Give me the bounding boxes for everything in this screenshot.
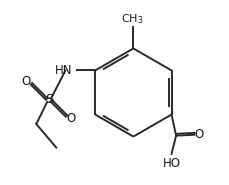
Text: O: O bbox=[193, 128, 202, 141]
Text: O: O bbox=[66, 112, 75, 125]
Text: O: O bbox=[22, 75, 31, 88]
Text: HO: HO bbox=[162, 157, 180, 170]
Text: HN: HN bbox=[55, 64, 72, 77]
Text: S: S bbox=[44, 93, 53, 106]
Text: CH$_3$: CH$_3$ bbox=[121, 12, 143, 26]
